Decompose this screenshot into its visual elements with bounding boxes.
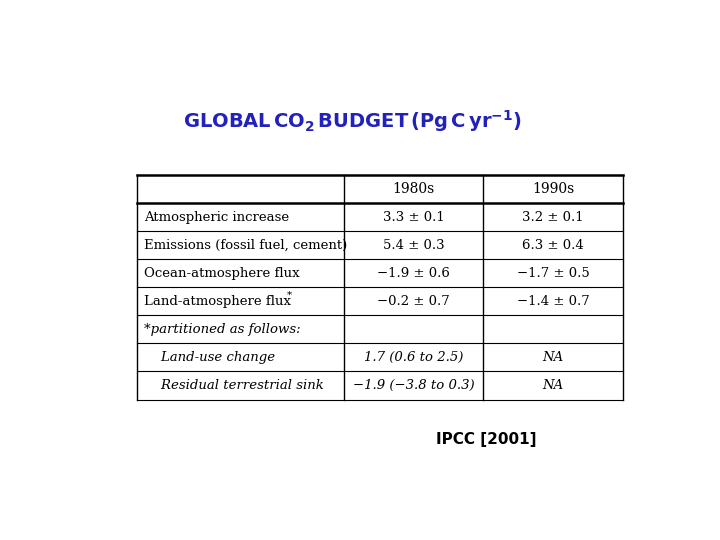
Text: Ocean-atmosphere flux: Ocean-atmosphere flux [144,267,300,280]
Text: −1.9 (−3.8 to 0.3): −1.9 (−3.8 to 0.3) [353,379,474,392]
Text: $\mathbf{GLOBAL\/CO_2\/BUDGET\/(Pg\/C\/yr^{-1})}$: $\mathbf{GLOBAL\/CO_2\/BUDGET\/(Pg\/C\/y… [183,109,521,134]
Text: 6.3 ± 0.4: 6.3 ± 0.4 [522,239,584,252]
Text: NA: NA [542,379,564,392]
Text: IPCC [2001]: IPCC [2001] [436,431,536,447]
Text: 1.7 (0.6 to 2.5): 1.7 (0.6 to 2.5) [364,351,464,364]
Text: *partitioned as follows:: *partitioned as follows: [144,323,301,336]
Text: Residual terrestrial sink: Residual terrestrial sink [144,379,324,392]
Text: 5.4 ± 0.3: 5.4 ± 0.3 [383,239,444,252]
Text: −1.4 ± 0.7: −1.4 ± 0.7 [517,295,590,308]
Text: NA: NA [542,351,564,364]
Text: 1990s: 1990s [532,182,575,196]
Text: 3.2 ± 0.1: 3.2 ± 0.1 [522,211,584,224]
Text: Land-use change: Land-use change [144,351,275,364]
Text: 3.3 ± 0.1: 3.3 ± 0.1 [383,211,444,224]
Text: −1.9 ± 0.6: −1.9 ± 0.6 [377,267,450,280]
Text: Atmospheric increase: Atmospheric increase [144,211,289,224]
Text: *: * [287,291,292,300]
Text: 1980s: 1980s [392,182,435,196]
Text: Land-atmosphere flux: Land-atmosphere flux [144,295,291,308]
Text: −0.2 ± 0.7: −0.2 ± 0.7 [377,295,450,308]
Text: Emissions (fossil fuel, cement): Emissions (fossil fuel, cement) [144,239,347,252]
Text: −1.7 ± 0.5: −1.7 ± 0.5 [517,267,590,280]
